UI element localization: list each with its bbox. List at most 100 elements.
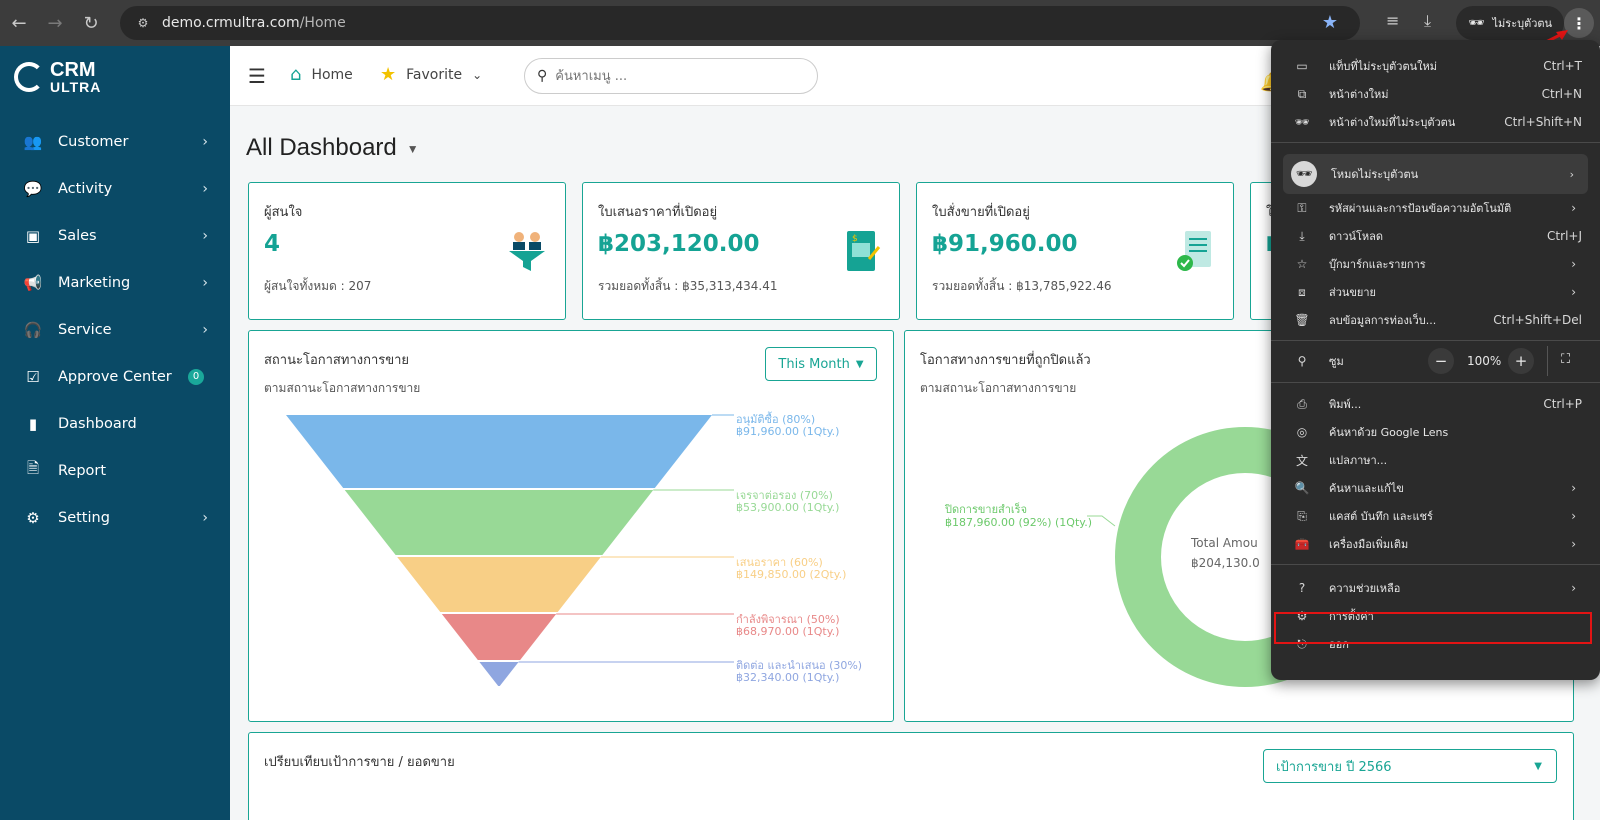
shortcut: Ctrl+N <box>1541 87 1582 101</box>
menu-item-label: รหัสผ่านและการป้อนข้อความอัตโนมัติ <box>1329 202 1512 215</box>
sidebar-item-report[interactable]: 🗎 Report <box>0 447 230 494</box>
funnel-stage-label: ติดต่อ และนำเสนอ (30%) <box>736 659 862 672</box>
menu-divider <box>1271 564 1600 565</box>
period-dropdown[interactable]: This Month ▼ <box>765 347 877 381</box>
bookmark-star-icon[interactable]: ★ <box>1321 12 1338 33</box>
donut-center-value: ฿204,130.0 <box>1191 556 1260 570</box>
menu-item-label: หน้าต่างใหม่ที่ไม่ระบุตัวตน <box>1329 116 1456 129</box>
menu-downloads[interactable]: ⤓ ดาวน์โหลด Ctrl+J <box>1271 222 1600 250</box>
opportunity-status-panel: สถานะโอกาสทางการขาย ตามสถานะโอกาสทางการข… <box>248 330 894 722</box>
menu-help[interactable]: ? ความช่วยเหลือ › <box>1271 574 1600 602</box>
help-icon: ? <box>1298 581 1306 595</box>
donut-center-label: Total Amou <box>1190 536 1258 550</box>
menu-search[interactable]: ⚲ <box>524 58 818 94</box>
menu-new-incognito-window[interactable]: 🕶 หน้าต่างใหม่ที่ไม่ระบุตัวตน Ctrl+Shift… <box>1271 108 1600 136</box>
menu-translate[interactable]: 文 แปลภาษา... <box>1271 446 1600 474</box>
sidebar-item-label: Sales <box>58 227 97 244</box>
sidebar-menu: 👥 Customer › 💬 Activity › ▣ Sales › 📢 Ma… <box>0 118 230 541</box>
funnel-stage-label: เจรจาต่อรอง (70%) <box>736 489 833 502</box>
menu-passwords-autofill[interactable]: ⚿ รหัสผ่านและการป้อนข้อความอัตโนมัติ › <box>1271 194 1600 222</box>
chevron-right-icon: › <box>202 227 208 244</box>
menu-item-label: พิมพ์... <box>1329 398 1362 411</box>
incognito-profile-button[interactable]: 🕶 ไม่ระบุตัวตน <box>1456 6 1564 40</box>
hamburger-menu-icon[interactable]: ☰ <box>248 64 266 88</box>
sidebar-item-approve-center[interactable]: ☑ Approve Center 0 <box>0 353 230 400</box>
shortcut: Ctrl+J <box>1547 229 1582 243</box>
funnel-stage <box>441 614 557 660</box>
home-link[interactable]: ⌂ Home <box>290 64 353 85</box>
sidebar-item-customer[interactable]: 👥 Customer › <box>0 118 230 165</box>
chevron-right-icon: › <box>202 509 208 526</box>
home-icon: ⌂ <box>290 64 302 85</box>
sidebar-item-label: Customer <box>58 133 129 150</box>
funnel-stage-amount: ฿68,970.00 (1Qty.) <box>736 625 839 638</box>
sidebar-item-label: Report <box>58 462 107 479</box>
approve-count-badge: 0 <box>188 368 204 385</box>
caret-down-icon: ▼ <box>855 358 864 370</box>
reading-list-icon[interactable]: ≡ <box>1386 11 1400 30</box>
panel-title: โอกาสทางการขายที่ถูกปิดแล้ว <box>920 353 1091 368</box>
funnel-chart: อนุมัติซื้อ (80%)฿91,960.00 (1Qty.) เจรจา… <box>286 411 862 686</box>
menu-new-incognito-tab[interactable]: ▭ แท็บที่ไม่ระบุตัวตนใหม่ Ctrl+T <box>1271 52 1600 80</box>
star-icon: ★ <box>380 64 397 85</box>
sidebar-item-label: Activity <box>58 180 113 197</box>
menu-extensions[interactable]: ⧈ ส่วนขยาย › <box>1271 278 1600 306</box>
menu-item-label: โหมดไม่ระบุตัวตน <box>1331 168 1419 181</box>
menu-print[interactable]: ⎙ พิมพ์... Ctrl+P <box>1271 390 1600 418</box>
funnel-stage-label: กำลังพิจารณา (50%) <box>736 613 840 626</box>
search-input[interactable] <box>555 68 786 84</box>
chevron-right-icon: › <box>202 274 208 291</box>
target-year-select[interactable]: เป้าการขาย ปี 2566 ▼ <box>1263 749 1557 783</box>
trash-icon: 🗑 <box>1294 313 1310 327</box>
chrome-menu-button[interactable]: ⋮ <box>1564 8 1594 38</box>
menu-cast-save-share[interactable]: ⎘ แคสต์ บันทึก และแชร์ › <box>1271 502 1600 530</box>
page-title[interactable]: All Dashboard ▼ <box>246 134 419 162</box>
stat-title: ใบสั่งขายที่เปิดอยู่ <box>932 205 1030 220</box>
menu-item-label: ออก <box>1329 638 1349 651</box>
sidebar-item-setting[interactable]: ⚙ Setting › <box>0 494 230 541</box>
chevron-right-icon: › <box>1569 167 1574 181</box>
headset-icon: 🎧 <box>23 320 43 339</box>
menu-clear-browsing-data[interactable]: 🗑 ลบข้อมูลการท่องเว็บ... Ctrl+Shift+Del <box>1271 306 1600 334</box>
zoom-in-button[interactable]: + <box>1508 348 1534 374</box>
back-icon[interactable]: ← <box>11 12 27 34</box>
sidebar-item-label: Approve Center <box>58 368 172 385</box>
reload-icon[interactable]: ↻ <box>83 12 99 34</box>
incognito-icon: 🕶 <box>1468 15 1485 31</box>
address-bar[interactable]: ⚙ demo.crmultra.com/Home ★ <box>120 6 1360 40</box>
forward-icon[interactable]: → <box>47 12 63 34</box>
stat-card-open-sales-orders[interactable]: ใบสั่งขายที่เปิดอยู่ ฿91,960.00 รวมยอดทั… <box>916 182 1234 320</box>
menu-find-edit[interactable]: 🔍 ค้นหาและแก้ไข › <box>1271 474 1600 502</box>
lens-icon: ◎ <box>1296 425 1308 439</box>
sidebar-item-dashboard[interactable]: ▮ Dashboard <box>0 400 230 447</box>
zoom-divider <box>1547 346 1548 376</box>
menu-item-label: บุ๊กมาร์กและรายการ <box>1329 258 1426 271</box>
crm-ultra-logo[interactable]: CRM ULTRA <box>14 60 101 94</box>
menu-item-label: ลบข้อมูลการท่องเว็บ... <box>1329 314 1437 327</box>
sidebar-item-marketing[interactable]: 📢 Marketing › <box>0 259 230 306</box>
stat-subtext: รวมยอดทั้งสิ้น : ฿35,313,434.41 <box>598 279 778 293</box>
stat-subtext: ผู้สนใจทั้งหมด : 207 <box>264 279 372 293</box>
stat-card-open-quotations[interactable]: ใบเสนอราคาที่เปิดอยู่ ฿203,120.00 รวมยอด… <box>582 182 900 320</box>
sidebar-item-sales[interactable]: ▣ Sales › <box>0 212 230 259</box>
sidebar-item-service[interactable]: 🎧 Service › <box>0 306 230 353</box>
fullscreen-icon[interactable]: ⛶ <box>1561 352 1571 367</box>
menu-bookmarks[interactable]: ☆ บุ๊กมาร์กและรายการ › <box>1271 250 1600 278</box>
zoom-out-button[interactable]: − <box>1428 348 1454 374</box>
menu-new-window[interactable]: ⧉ หน้าต่างใหม่ Ctrl+N <box>1271 80 1600 108</box>
stat-card-leads[interactable]: ผู้สนใจ 4 ผู้สนใจทั้งหมด : 207 <box>248 182 566 320</box>
chevron-right-icon: › <box>202 133 208 150</box>
find-icon: 🔍 <box>1294 481 1310 495</box>
download-icon[interactable]: ⤓ <box>1424 11 1432 30</box>
donut-slice-label: ปิดการขายสำเร็จ <box>944 502 1027 516</box>
sidebar-item-label: Dashboard <box>58 415 137 432</box>
menu-incognito-mode[interactable]: 🕶 โหมดไม่ระบุตัวตน › <box>1283 154 1588 194</box>
favorite-dropdown[interactable]: ★ Favorite ⌄ <box>380 64 482 85</box>
menu-more-tools[interactable]: 🧰 เครื่องมือเพิ่มเติม › <box>1271 530 1600 558</box>
site-info-icon[interactable]: ⚙ <box>137 16 149 30</box>
menu-google-lens[interactable]: ◎ ค้นหาด้วย Google Lens <box>1271 418 1600 446</box>
menu-item-label: ความช่วยเหลือ <box>1329 582 1401 595</box>
funnel-stage <box>286 415 712 488</box>
sidebar-item-activity[interactable]: 💬 Activity › <box>0 165 230 212</box>
stat-title: ผู้สนใจ <box>264 205 303 220</box>
